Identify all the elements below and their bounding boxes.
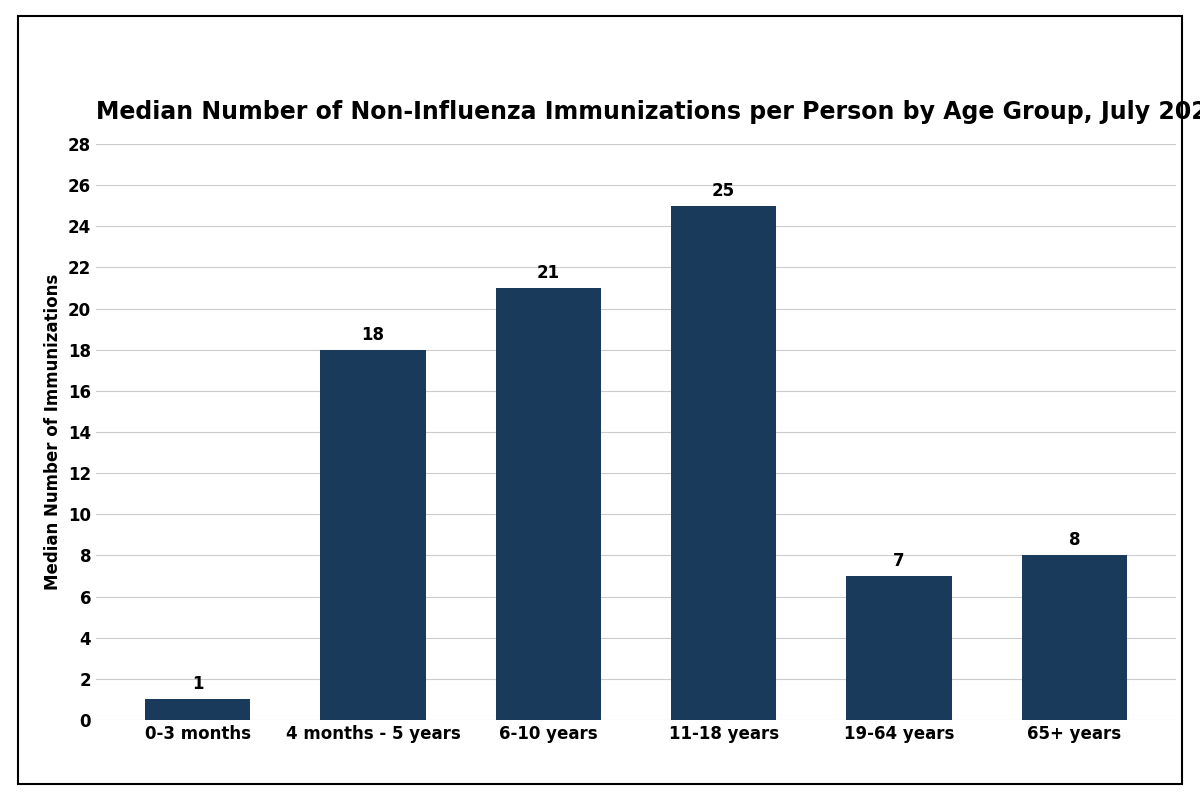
Text: Median Number of Non-Influenza Immunizations per Person by Age Group, July 2024: Median Number of Non-Influenza Immunizat…: [96, 100, 1200, 124]
Bar: [496, 288, 601, 720]
Y-axis label: Median Number of Immunizations: Median Number of Immunizations: [44, 274, 62, 590]
Text: 25: 25: [712, 182, 736, 199]
Text: 7: 7: [893, 552, 905, 570]
Bar: [671, 206, 776, 720]
Bar: [320, 350, 426, 720]
Text: 21: 21: [536, 264, 560, 282]
Text: 18: 18: [361, 326, 384, 343]
Text: 8: 8: [1068, 531, 1080, 550]
Bar: [1021, 555, 1127, 720]
Text: 1: 1: [192, 675, 204, 694]
Bar: [145, 699, 251, 720]
Bar: [846, 576, 952, 720]
